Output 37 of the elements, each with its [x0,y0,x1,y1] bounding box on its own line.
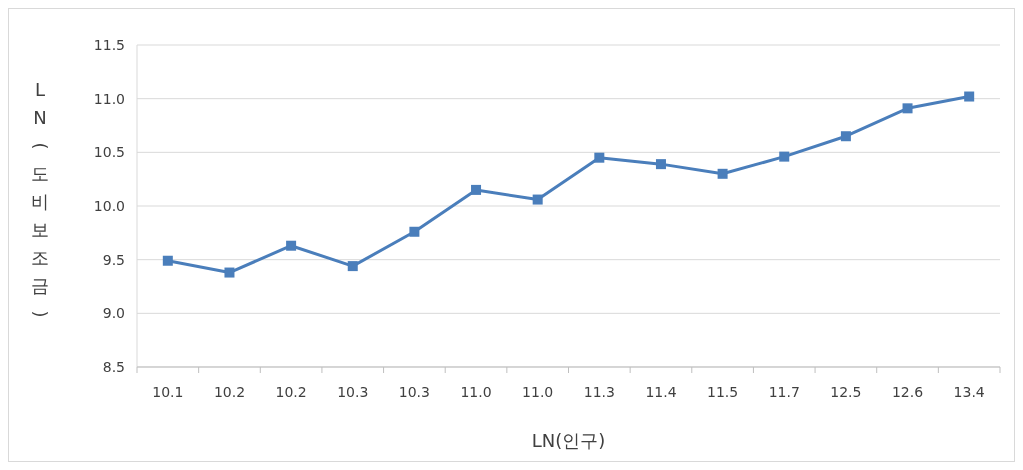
x-tick-label: 12.6 [891,384,924,400]
x-tick-label: 11.7 [768,384,800,400]
point [409,226,420,237]
x-tick-label: 11.3 [583,384,615,400]
x-tick-label: 11.0 [460,384,492,400]
point [347,261,358,272]
point [224,267,235,278]
y-tick-label: 10.5 [93,144,125,161]
y-tick-label: 10.0 [93,197,125,214]
y-tick-label: 9.0 [102,305,125,322]
point [840,131,851,142]
point [779,151,790,162]
x-tick-label: 11.0 [522,384,554,400]
point [471,184,482,195]
x-tick-label: 11.4 [645,384,677,400]
y-tick-label: 11.5 [93,36,125,53]
point [655,159,666,170]
x-tick-label: 10.1 [152,384,184,400]
y-tick-label: 11.0 [93,90,125,107]
x-tick-label: 10.2 [275,384,307,400]
point [964,91,975,102]
point [717,168,728,179]
point [286,240,297,251]
x-axis-title: LN(인구) [531,430,606,451]
point [594,152,605,163]
x-tick-label: 11.5 [707,384,739,400]
y-tick-label: 9.5 [102,251,125,268]
x-tick-label: 10.3 [398,384,430,400]
x-tick-label: 10.3 [337,384,369,400]
text: LN(도비보조금) [29,79,51,318]
y-tick-label: 8.5 [102,358,125,375]
x-tick-label: 13.4 [953,384,985,400]
x-tick-label: 12.5 [830,384,862,400]
point [162,255,173,266]
point [532,194,543,205]
x-tick-label: 10.2 [213,384,246,400]
point [902,103,913,114]
